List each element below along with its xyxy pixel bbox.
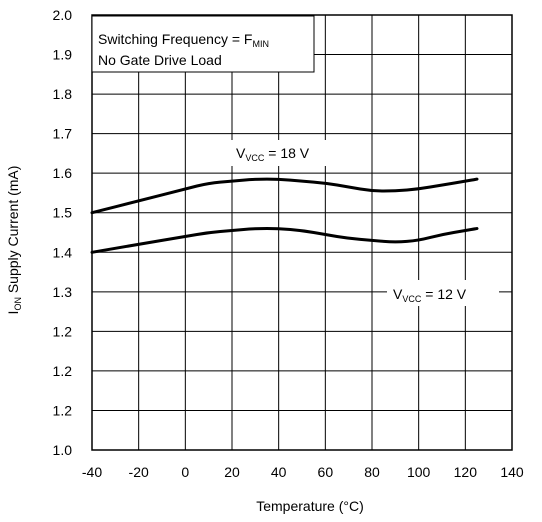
series-line-18v — [90, 177, 479, 215]
x-tick-label: 40 — [271, 464, 287, 480]
y-tick-label: 1.0 — [53, 442, 73, 458]
y-tick-label: 1.9 — [53, 47, 73, 63]
x-tick-label: 100 — [407, 464, 431, 480]
series-label-12v-text: VVCC = 12 V — [393, 286, 467, 304]
y-tick-label: 1.6 — [53, 165, 73, 181]
x-tick-label: 20 — [224, 464, 240, 480]
series-line-12v — [90, 227, 479, 254]
series-label-12v: VVCC = 12 V — [387, 280, 499, 306]
y-tick-label: 1.8 — [53, 86, 73, 102]
y-tick-label: 2.0 — [53, 7, 73, 23]
y-tick-label: 1.2 — [53, 323, 73, 339]
annotation-frame — [91, 15, 315, 73]
x-tick-label: 0 — [181, 464, 189, 480]
annotation-box: Switching Frequency = FMIN No Gate Drive… — [91, 15, 315, 73]
x-tick-label: 80 — [364, 464, 380, 480]
x-tick-label: 120 — [454, 464, 478, 480]
annotation-line-1: Switching Frequency = FMIN — [98, 31, 269, 49]
x-tick-label: 140 — [500, 464, 524, 480]
x-tick-label: 60 — [318, 464, 334, 480]
x-axis-title: Temperature (°C) — [256, 498, 364, 514]
y-axis-title: ION Supply Current (mA) — [5, 166, 23, 315]
series-label-18v-text: VVCC = 18 V — [236, 145, 310, 163]
series-label-18v: VVCC = 18 V — [228, 140, 345, 166]
y-tick-label: 1.2 — [53, 363, 73, 379]
y-tick-label: 1.5 — [53, 205, 73, 221]
annotation-line-2: No Gate Drive Load — [98, 52, 222, 68]
x-tick-label: -20 — [129, 464, 149, 480]
series-label-12v-background — [387, 280, 499, 306]
series-layer — [90, 177, 479, 254]
tick-labels: -40 -20 0 20 40 60 80 100 120 140 1.0 1.2 1.2 1.2 1.3 1… — [53, 7, 524, 480]
y-tick-label: 1.3 — [53, 284, 73, 300]
plot-frame — [91, 14, 513, 451]
y-tick-label: 1.4 — [53, 244, 73, 260]
y-tick-label: 1.2 — [53, 402, 73, 418]
series-label-18v-background — [228, 140, 345, 166]
x-tick-label: -40 — [82, 464, 102, 480]
y-tick-label: 1.7 — [53, 126, 73, 142]
